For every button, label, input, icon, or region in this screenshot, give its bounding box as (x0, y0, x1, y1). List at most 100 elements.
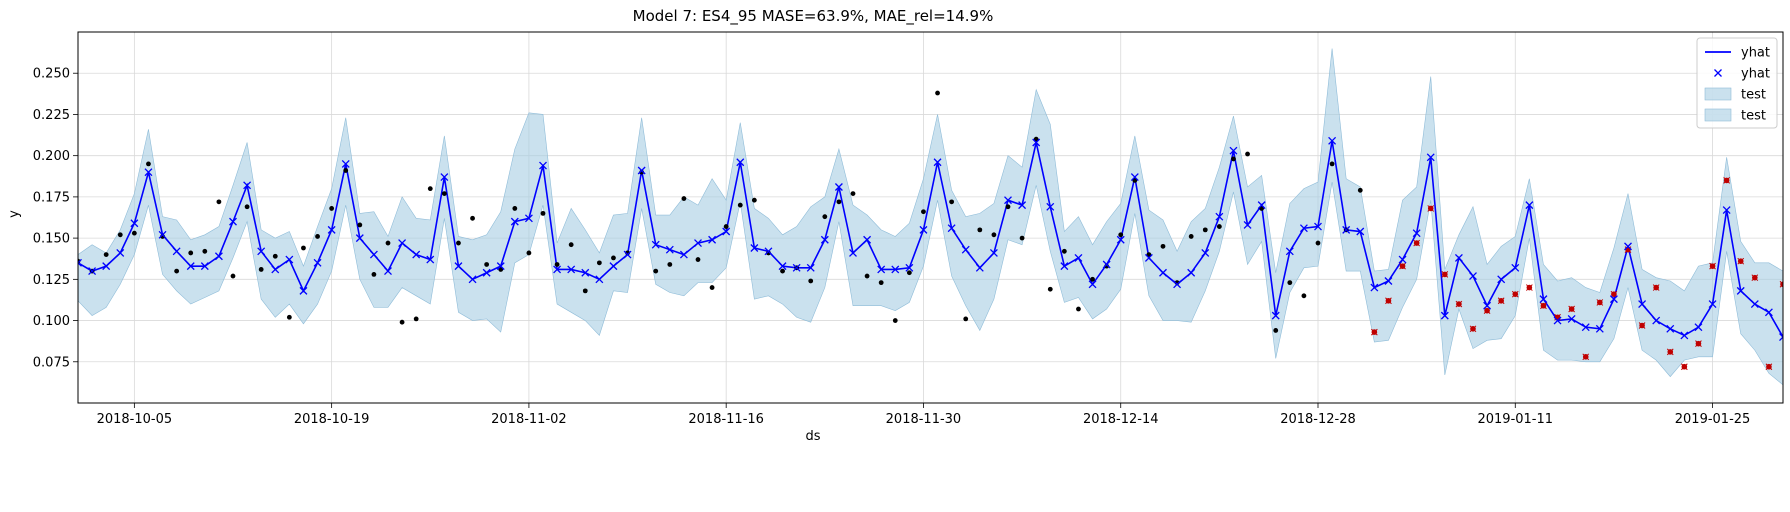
yhat-marker (214, 252, 223, 261)
yhat-marker (651, 240, 660, 249)
test-actual-cross (1511, 290, 1519, 298)
actual-point (188, 250, 194, 256)
y-tick-label: 0.250 (33, 67, 70, 82)
actual-point (723, 224, 729, 229)
actual-point (1061, 248, 1067, 254)
yhat-marker (722, 227, 731, 236)
yhat-marker (1173, 280, 1182, 289)
test-actual-cross (1526, 284, 1533, 291)
yhat-marker (679, 250, 688, 259)
yhat-marker (496, 262, 505, 271)
yhat-marker (1215, 212, 1224, 221)
test-actual-cross (1751, 274, 1759, 282)
actual-point (540, 210, 546, 216)
actual-point (371, 271, 377, 277)
actual-point (399, 319, 405, 325)
yhat-marker (1314, 222, 1322, 231)
actual-point (357, 222, 363, 228)
yhat-marker (454, 262, 463, 271)
yhat-marker (1469, 272, 1477, 280)
yhat-marker (313, 258, 322, 267)
actual-point (117, 232, 123, 238)
yhat-marker (849, 248, 857, 257)
actual-point (146, 161, 151, 167)
actual-point (470, 215, 475, 221)
yhat-marker (1102, 260, 1111, 269)
yhat-marker (257, 247, 266, 256)
actual-point (1273, 328, 1279, 333)
actual-point (441, 191, 447, 196)
actual-point (315, 234, 320, 239)
test-actual-cross (1666, 348, 1674, 356)
test-actual-cross (1469, 325, 1477, 333)
actual-point (892, 318, 898, 323)
yhat-marker (905, 263, 914, 272)
yhat-marker (1666, 324, 1675, 333)
yhat-marker (1553, 316, 1562, 325)
x-tick-label: 2018-10-05 (97, 412, 173, 427)
actual-point (681, 196, 687, 201)
actual-point (1047, 286, 1053, 292)
yhat-marker (1652, 316, 1661, 325)
yhat-marker (1708, 300, 1717, 309)
yhat-marker (919, 225, 928, 234)
y-tick-label: 0.175 (33, 190, 70, 205)
legend-label: yhat (1741, 46, 1770, 61)
yhat-marker (637, 166, 646, 175)
actual-point (1076, 306, 1081, 312)
yhat-marker (102, 262, 111, 271)
yhat-marker (1398, 255, 1407, 264)
yhat-marker (1497, 275, 1506, 284)
yhat-marker (609, 262, 618, 271)
yhat-marker (877, 265, 886, 274)
yhat-marker (1384, 277, 1393, 285)
actual-point (864, 273, 870, 279)
actual-point (850, 191, 856, 196)
test-actual-cross (1737, 257, 1745, 265)
actual-point (413, 316, 419, 322)
actual-point (258, 267, 264, 272)
actual-point (991, 232, 997, 238)
yhat-marker (834, 183, 843, 191)
actual-point (709, 285, 715, 290)
yhat-marker (1764, 308, 1773, 317)
yhat-marker (412, 250, 421, 259)
yhat-marker (595, 275, 604, 284)
legend-label: test (1741, 109, 1766, 124)
yhat-marker (1229, 146, 1238, 155)
actual-point (949, 199, 955, 205)
test-actual-cross (1765, 363, 1773, 371)
actual-point (1019, 235, 1025, 241)
actual-point (935, 90, 940, 96)
yhat-marker (88, 267, 97, 276)
actual-point (878, 280, 884, 286)
yhat-marker (285, 255, 294, 264)
yhat-marker (1257, 201, 1266, 210)
test-actual-cross (1779, 280, 1783, 288)
yhat-marker (426, 255, 435, 264)
yhat-marker (665, 245, 674, 254)
yhat-marker (200, 262, 209, 271)
yhat-marker (1074, 253, 1083, 262)
actual-point (568, 242, 574, 248)
test-actual-cross (1596, 299, 1604, 306)
yhat-marker (172, 247, 181, 256)
test-actual-cross (1413, 239, 1420, 247)
yhat-marker (975, 263, 984, 272)
yhat-marker (1483, 301, 1492, 310)
test-actual-cross (1709, 262, 1716, 270)
actual-point (1216, 224, 1222, 229)
yhat-marker (1722, 206, 1731, 215)
test-actual-cross (1455, 300, 1463, 308)
actual-point (1188, 234, 1194, 239)
actual-point (301, 245, 306, 251)
test-actual-cross (1540, 302, 1547, 310)
actual-point (921, 209, 926, 215)
y-tick-label: 0.125 (33, 273, 70, 288)
yhat-marker (792, 263, 801, 272)
actual-point (695, 257, 701, 262)
yhat-marker (708, 235, 717, 244)
legend-label: yhat (1741, 67, 1770, 82)
yhat-marker (933, 158, 942, 167)
actual-point (737, 202, 743, 208)
